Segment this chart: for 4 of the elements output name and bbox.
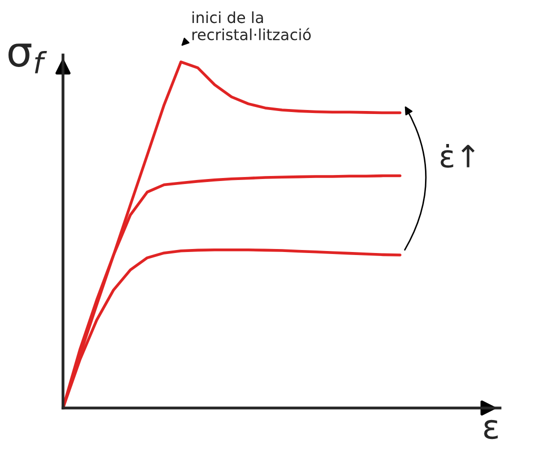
text: ε̇↑: [440, 144, 475, 168]
y-axis-title: σ$_{f}$: [8, 44, 47, 74]
text: inici de la recristal·lització: [192, 11, 311, 40]
x-axis-title: ε: [484, 420, 498, 440]
